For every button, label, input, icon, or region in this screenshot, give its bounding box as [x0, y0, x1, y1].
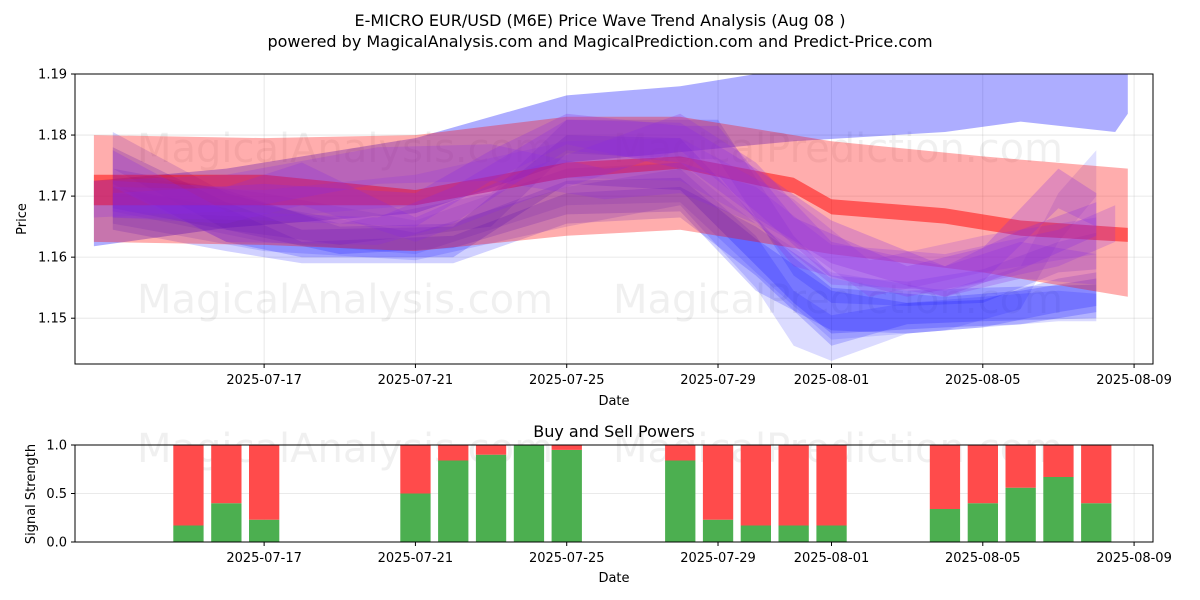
sell-bar: [967, 445, 998, 504]
chart-subtitle: powered by MagicalAnalysis.com and Magic…: [267, 32, 932, 51]
buy-bar: [778, 525, 809, 542]
signal-y-axis-label: Signal Strength: [24, 444, 39, 544]
sell-bar: [173, 445, 204, 526]
price-y-tick-label: 1.19: [38, 68, 67, 83]
buy-bar: [1005, 487, 1036, 542]
price-watermarks: MagicalAnalysis.com MagicalPrediction.co…: [137, 126, 1063, 323]
buy-bar: [249, 519, 280, 542]
buy-bar: [740, 525, 771, 542]
price-band-8: [93, 156, 1128, 242]
buy-bar: [475, 454, 507, 542]
price-band-9: [112, 119, 1097, 297]
buy-bar: [551, 449, 582, 542]
buy-bar: [173, 525, 204, 542]
price-x-tick-label: 2025-08-01: [794, 373, 870, 388]
sell-bar: [740, 445, 771, 526]
signal-x-tick-label: 2025-07-21: [378, 551, 454, 566]
price-x-tick-label: 2025-07-29: [680, 373, 756, 388]
buy-bar: [816, 525, 847, 542]
buy-bar: [211, 503, 242, 542]
signal-y-ticks: 0.0 0.5 1.0: [46, 439, 75, 551]
signal-x-ticks: 2025-07-17 2025-07-21 2025-07-25 2025-07-29…: [226, 542, 1172, 566]
sell-bar: [249, 445, 280, 520]
watermark-prediction-mid: MagicalPrediction.com: [613, 277, 1063, 323]
price-x-ticks: 2025-07-17 2025-07-21 2025-07-25 2025-07-29…: [226, 364, 1172, 388]
signal-x-axis-label: Date: [598, 571, 629, 586]
buy-bar: [513, 445, 545, 542]
watermark-analysis-top: MagicalAnalysis.com: [137, 126, 553, 172]
watermark-analysis-mid: MagicalAnalysis.com: [137, 277, 553, 323]
sell-bar: [1081, 445, 1112, 504]
signal-x-tick-label: 2025-08-01: [794, 551, 870, 566]
price-band-10: [112, 113, 1097, 297]
signal-x-tick-label: 2025-07-17: [226, 551, 302, 566]
sell-bar: [551, 445, 582, 450]
signal-y-tick-label: 1.0: [46, 439, 67, 454]
signal-bars: [173, 445, 1112, 542]
sell-bar: [475, 445, 507, 455]
price-band-6: [112, 150, 1097, 340]
sell-bar: [211, 445, 242, 504]
buy-bar: [1081, 503, 1112, 542]
price-y-ticks: 1.15 1.16 1.17 1.18 1.19: [38, 68, 75, 327]
sell-bar: [438, 445, 469, 461]
buy-bar: [702, 519, 734, 542]
price-x-tick-label: 2025-07-17: [226, 373, 302, 388]
signal-x-tick-label: 2025-07-25: [529, 551, 605, 566]
sell-bar: [400, 445, 431, 494]
price-plot-frame: [74, 73, 1154, 365]
sell-bar: [665, 445, 696, 461]
price-band-12: [93, 144, 1116, 291]
chart-title: E-MICRO EUR/USD (M6E) Price Wave Trend A…: [355, 11, 846, 30]
price-band-4: [112, 119, 1097, 306]
price-y-tick-label: 1.15: [38, 312, 67, 327]
price-band-7: [93, 116, 1128, 297]
signal-x-tick-label: 2025-07-29: [680, 551, 756, 566]
price-bands: [93, 74, 1128, 361]
signal-y-tick-label: 0.5: [46, 487, 67, 502]
sell-bar: [1043, 445, 1074, 477]
sell-bar: [1005, 445, 1036, 488]
signal-panel: Buy and Sell Powers MagicalAnalysis.com …: [24, 422, 1172, 586]
buy-bar: [967, 503, 998, 542]
buy-bar: [929, 509, 961, 542]
sell-bar: [702, 445, 734, 520]
price-y-tick-label: 1.17: [38, 190, 67, 205]
price-y-axis-label: Price: [15, 203, 30, 235]
price-band-2: [112, 168, 1097, 334]
price-x-tick-label: 2025-08-05: [945, 373, 1021, 388]
price-x-tick-label: 2025-07-25: [529, 373, 605, 388]
price-y-tick-label: 1.16: [38, 251, 67, 266]
price-x-axis-label: Date: [598, 394, 629, 409]
sell-bar: [816, 445, 847, 526]
signal-x-tick-label: 2025-08-09: [1096, 551, 1172, 566]
price-y-tick-label: 1.18: [38, 129, 67, 144]
buy-bar: [1043, 477, 1074, 542]
price-band-3: [112, 135, 1097, 334]
price-band-5: [112, 168, 1097, 361]
buy-bar: [665, 460, 696, 542]
sell-bar: [778, 445, 809, 526]
price-x-tick-label: 2025-08-09: [1096, 373, 1172, 388]
price-band-13: [112, 138, 1097, 297]
signal-y-tick-label: 0.0: [46, 536, 67, 551]
price-x-tick-label: 2025-07-21: [378, 373, 454, 388]
price-panel: MagicalAnalysis.com MagicalPrediction.co…: [15, 68, 1172, 410]
sell-bar: [929, 445, 961, 509]
signal-x-tick-label: 2025-08-05: [945, 551, 1021, 566]
price-band-1: [112, 186, 1097, 346]
price-band-11: [112, 113, 1097, 297]
signal-panel-title: Buy and Sell Powers: [533, 422, 695, 441]
buy-bar: [400, 493, 431, 542]
buy-bar: [438, 460, 469, 542]
